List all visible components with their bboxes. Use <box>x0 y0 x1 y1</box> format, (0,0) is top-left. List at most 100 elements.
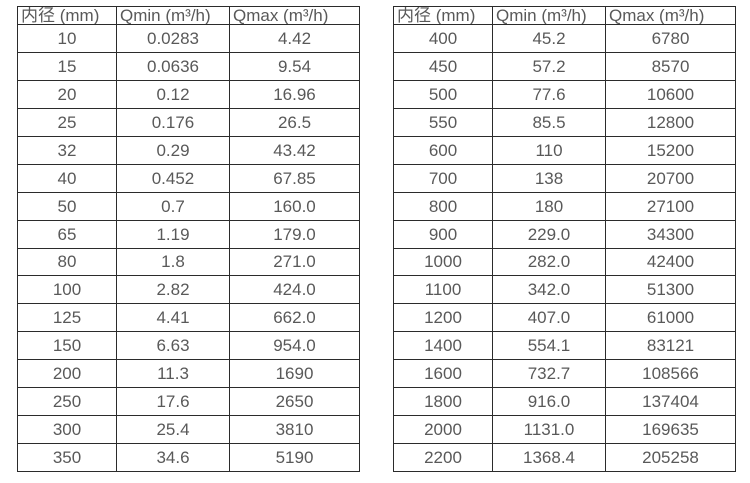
data-cell: 271.0 <box>229 247 360 277</box>
data-cell: 67.85 <box>229 163 360 193</box>
table-row: 350 34.6 5190 <box>17 443 360 472</box>
data-cell: 1.8 <box>116 247 230 277</box>
data-cell: 5190 <box>229 443 360 472</box>
data-cell: 80 <box>17 247 117 277</box>
tables-container: 内径 (mm) Qmin (m³/h) Qmax (m³/h) 10 0.0283 4.4… <box>17 6 736 472</box>
column-header: Qmax (m³/h) <box>605 6 736 25</box>
data-cell: 2200 <box>393 443 493 472</box>
data-cell: 1000 <box>393 247 493 277</box>
data-cell: 250 <box>17 387 117 417</box>
table-row: 15 0.0636 9.54 <box>17 51 360 81</box>
data-cell: 1400 <box>393 331 493 361</box>
data-cell: 0.12 <box>116 79 230 109</box>
data-cell: 77.6 <box>492 79 606 109</box>
table-row: 150 6.63 954.0 <box>17 331 360 361</box>
data-cell: 110 <box>492 135 606 165</box>
data-cell: 10 <box>17 24 117 53</box>
data-cell: 150 <box>17 331 117 361</box>
data-cell: 83121 <box>605 331 736 361</box>
table-row: 1400 554.1 83121 <box>393 331 736 361</box>
data-cell: 0.176 <box>116 107 230 137</box>
data-cell: 15200 <box>605 135 736 165</box>
data-cell: 200 <box>17 359 117 389</box>
data-cell: 10600 <box>605 79 736 109</box>
data-cell: 732.7 <box>492 359 606 389</box>
data-cell: 1600 <box>393 359 493 389</box>
data-cell: 45.2 <box>492 24 606 53</box>
data-cell: 6780 <box>605 24 736 53</box>
column-header: Qmin (m³/h) <box>492 6 606 25</box>
column-header: Qmin (m³/h) <box>116 6 230 25</box>
data-cell: 180 <box>492 191 606 221</box>
data-cell: 0.452 <box>116 163 230 193</box>
flow-spec-table-large-diameters: 内径 (mm) Qmin (m³/h) Qmax (m³/h) 400 45.2 6780… <box>393 6 736 472</box>
data-cell: 125 <box>17 303 117 333</box>
data-cell: 700 <box>393 163 493 193</box>
table-row: 32 0.29 43.42 <box>17 135 360 165</box>
table-row: 450 57.2 8570 <box>393 51 736 81</box>
data-cell: 100 <box>17 275 117 305</box>
data-cell: 900 <box>393 219 493 249</box>
table-row: 700 138 20700 <box>393 163 736 193</box>
table-row: 80 1.8 271.0 <box>17 247 360 277</box>
table-row: 50 0.7 160.0 <box>17 191 360 221</box>
data-cell: 27100 <box>605 191 736 221</box>
data-cell: 11.3 <box>116 359 230 389</box>
table-row: 1000 282.0 42400 <box>393 247 736 277</box>
data-cell: 2000 <box>393 415 493 445</box>
data-cell: 600 <box>393 135 493 165</box>
data-cell: 15 <box>17 51 117 81</box>
data-cell: 108566 <box>605 359 736 389</box>
data-cell: 0.0283 <box>116 24 230 53</box>
header-row: 内径 (mm) Qmin (m³/h) Qmax (m³/h) <box>393 6 736 25</box>
data-cell: 0.29 <box>116 135 230 165</box>
data-cell: 229.0 <box>492 219 606 249</box>
data-cell: 51300 <box>605 275 736 305</box>
data-cell: 342.0 <box>492 275 606 305</box>
data-cell: 20 <box>17 79 117 109</box>
table-row: 500 77.6 10600 <box>393 79 736 109</box>
data-cell: 662.0 <box>229 303 360 333</box>
data-cell: 26.5 <box>229 107 360 137</box>
table-row: 600 110 15200 <box>393 135 736 165</box>
table-row: 200 11.3 1690 <box>17 359 360 389</box>
data-cell: 916.0 <box>492 387 606 417</box>
data-cell: 16.96 <box>229 79 360 109</box>
data-cell: 3810 <box>229 415 360 445</box>
data-cell: 450 <box>393 51 493 81</box>
data-cell: 57.2 <box>492 51 606 81</box>
table-row: 100 2.82 424.0 <box>17 275 360 305</box>
data-cell: 6.63 <box>116 331 230 361</box>
table-row: 250 17.6 2650 <box>17 387 360 417</box>
data-cell: 25.4 <box>116 415 230 445</box>
data-cell: 350 <box>17 443 117 472</box>
table-row: 1100 342.0 51300 <box>393 275 736 305</box>
table-row: 25 0.176 26.5 <box>17 107 360 137</box>
table-row: 550 85.5 12800 <box>393 107 736 137</box>
flow-spec-table-small-diameters: 内径 (mm) Qmin (m³/h) Qmax (m³/h) 10 0.0283 4.4… <box>17 6 360 472</box>
table-row: 1200 407.0 61000 <box>393 303 736 333</box>
data-cell: 8570 <box>605 51 736 81</box>
data-cell: 0.0636 <box>116 51 230 81</box>
table-row: 900 229.0 34300 <box>393 219 736 249</box>
data-cell: 1.19 <box>116 219 230 249</box>
table-row: 800 180 27100 <box>393 191 736 221</box>
column-header: 内径 (mm) <box>393 6 493 25</box>
data-cell: 800 <box>393 191 493 221</box>
header-row: 内径 (mm) Qmin (m³/h) Qmax (m³/h) <box>17 6 360 25</box>
column-header: 内径 (mm) <box>17 6 117 25</box>
data-cell: 300 <box>17 415 117 445</box>
data-cell: 25 <box>17 107 117 137</box>
data-cell: 205258 <box>605 443 736 472</box>
data-cell: 42400 <box>605 247 736 277</box>
data-cell: 32 <box>17 135 117 165</box>
data-cell: 424.0 <box>229 275 360 305</box>
data-cell: 550 <box>393 107 493 137</box>
data-cell: 1100 <box>393 275 493 305</box>
data-cell: 160.0 <box>229 191 360 221</box>
data-cell: 85.5 <box>492 107 606 137</box>
table-row: 125 4.41 662.0 <box>17 303 360 333</box>
data-cell: 17.6 <box>116 387 230 417</box>
data-cell: 4.41 <box>116 303 230 333</box>
